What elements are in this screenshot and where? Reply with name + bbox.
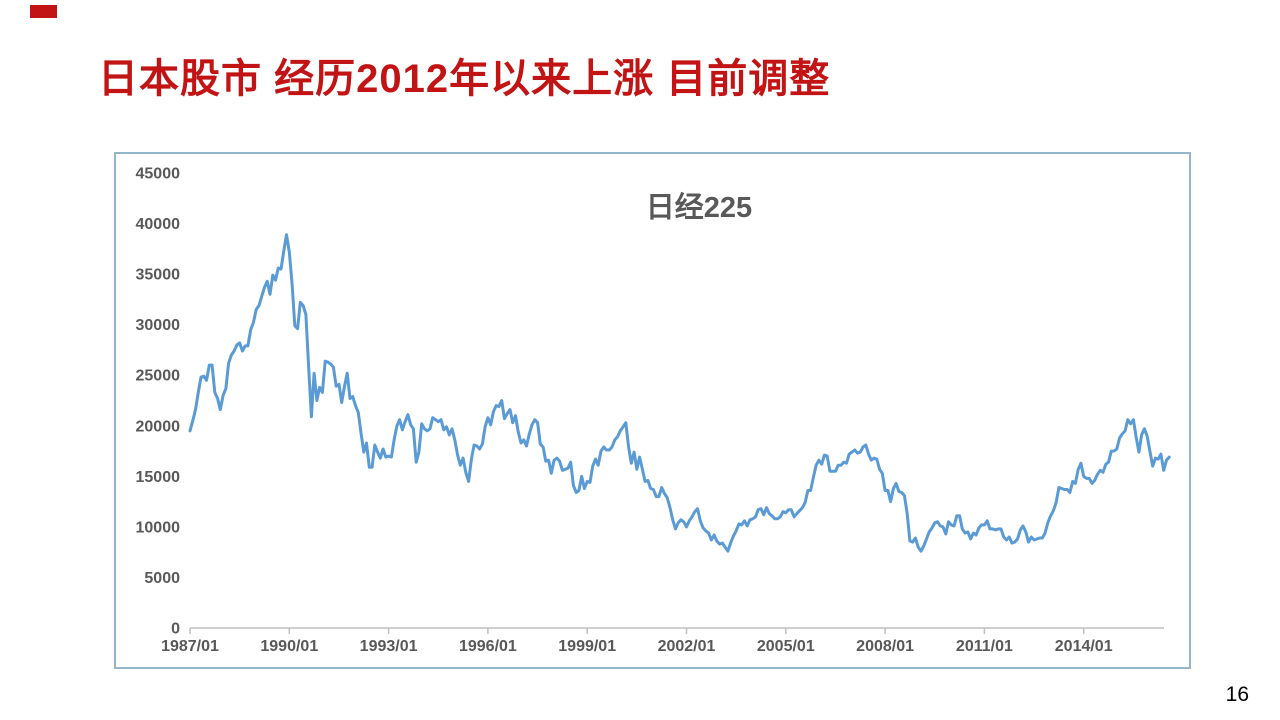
y-axis-label: 5000 — [144, 570, 180, 587]
x-axis-label: 1990/01 — [260, 638, 318, 655]
page-number: 16 — [1225, 683, 1249, 706]
nikkei-line-chart: 日经225 45000 40000 35000 30000 25000 20000 1500… — [136, 166, 1171, 655]
axis-ticks — [189, 628, 1085, 634]
x-axis-labels: 1987/01 1990/01 1993/01 1996/01 1999/01 2002/… — [161, 638, 1113, 655]
y-axis-label: 20000 — [136, 418, 181, 435]
nikkei-price-line — [188, 233, 1171, 553]
y-axis-label: 45000 — [136, 166, 181, 183]
y-axis-label: 30000 — [136, 317, 181, 334]
x-axis-label: 2005/01 — [757, 638, 815, 655]
y-axis-label: 40000 — [136, 216, 181, 233]
chart-frame: 日经225 45000 40000 35000 30000 25000 20000 1500… — [114, 152, 1191, 669]
x-axis-label: 1987/01 — [161, 638, 219, 655]
x-axis-label: 1999/01 — [558, 638, 616, 655]
y-axis-label: 0 — [171, 621, 180, 638]
chart-title: 日经225 — [646, 190, 752, 224]
x-axis-label: 2002/01 — [658, 638, 716, 655]
y-axis-label: 35000 — [136, 267, 181, 284]
y-axis-label: 15000 — [136, 469, 181, 486]
y-axis-labels: 45000 40000 35000 30000 25000 20000 15000 10000… — [136, 166, 181, 638]
x-axis-label: 2008/01 — [856, 638, 914, 655]
x-axis-label: 1996/01 — [459, 638, 517, 655]
page-title: 日本股市 经历2012年以来上涨 目前调整 — [98, 57, 831, 101]
x-axis-label: 2014/01 — [1055, 638, 1113, 655]
x-axis-label: 2011/01 — [956, 638, 1013, 655]
x-axis-label: 1993/01 — [360, 638, 418, 655]
accent-mark — [30, 5, 57, 18]
y-axis-label: 25000 — [136, 368, 181, 385]
y-axis-label: 10000 — [136, 519, 181, 536]
